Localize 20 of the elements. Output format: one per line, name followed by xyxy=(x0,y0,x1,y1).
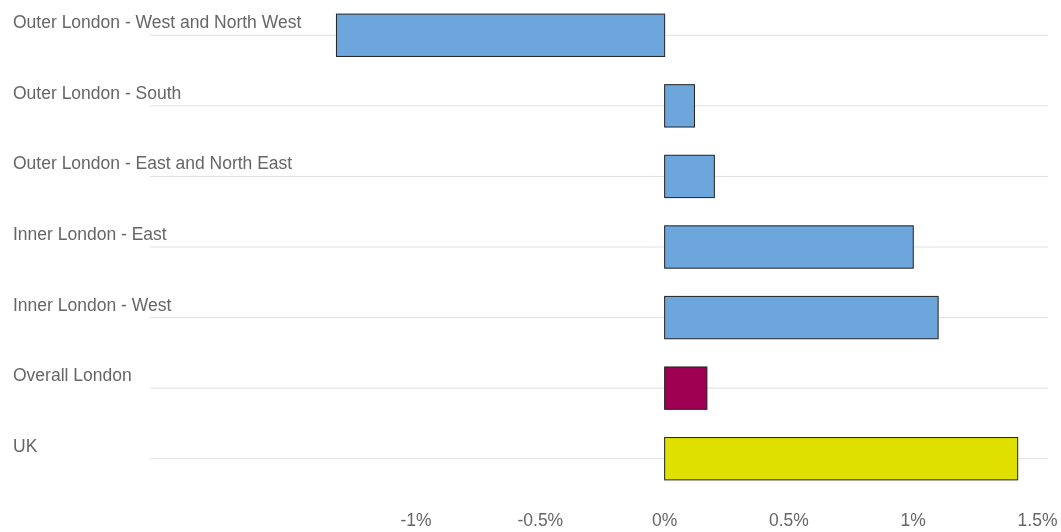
bar xyxy=(664,225,914,269)
x-tick-label: 1.5% xyxy=(1017,510,1058,530)
bar xyxy=(664,295,939,340)
y-tick-label: UK xyxy=(13,435,38,456)
bar xyxy=(664,437,1019,481)
y-tick-label: Outer London - South xyxy=(13,82,182,103)
x-tick-label: 0% xyxy=(651,510,678,530)
bar xyxy=(664,84,695,128)
x-tick-label: -1% xyxy=(400,510,432,530)
x-tick-label: 0.5% xyxy=(769,510,809,530)
bar xyxy=(664,366,708,410)
bar xyxy=(335,13,666,57)
y-tick-label: Outer London - West and North West xyxy=(13,12,302,33)
y-tick-label: Overall London xyxy=(13,365,132,386)
x-tick-label: -0.5% xyxy=(517,510,564,530)
y-tick-label: Inner London - West xyxy=(13,294,172,315)
bar xyxy=(664,154,715,199)
y-tick-label: Inner London - East xyxy=(13,224,167,244)
x-tick-label: 1% xyxy=(900,510,926,530)
y-tick-label: Outer London - East and North East xyxy=(13,153,293,174)
